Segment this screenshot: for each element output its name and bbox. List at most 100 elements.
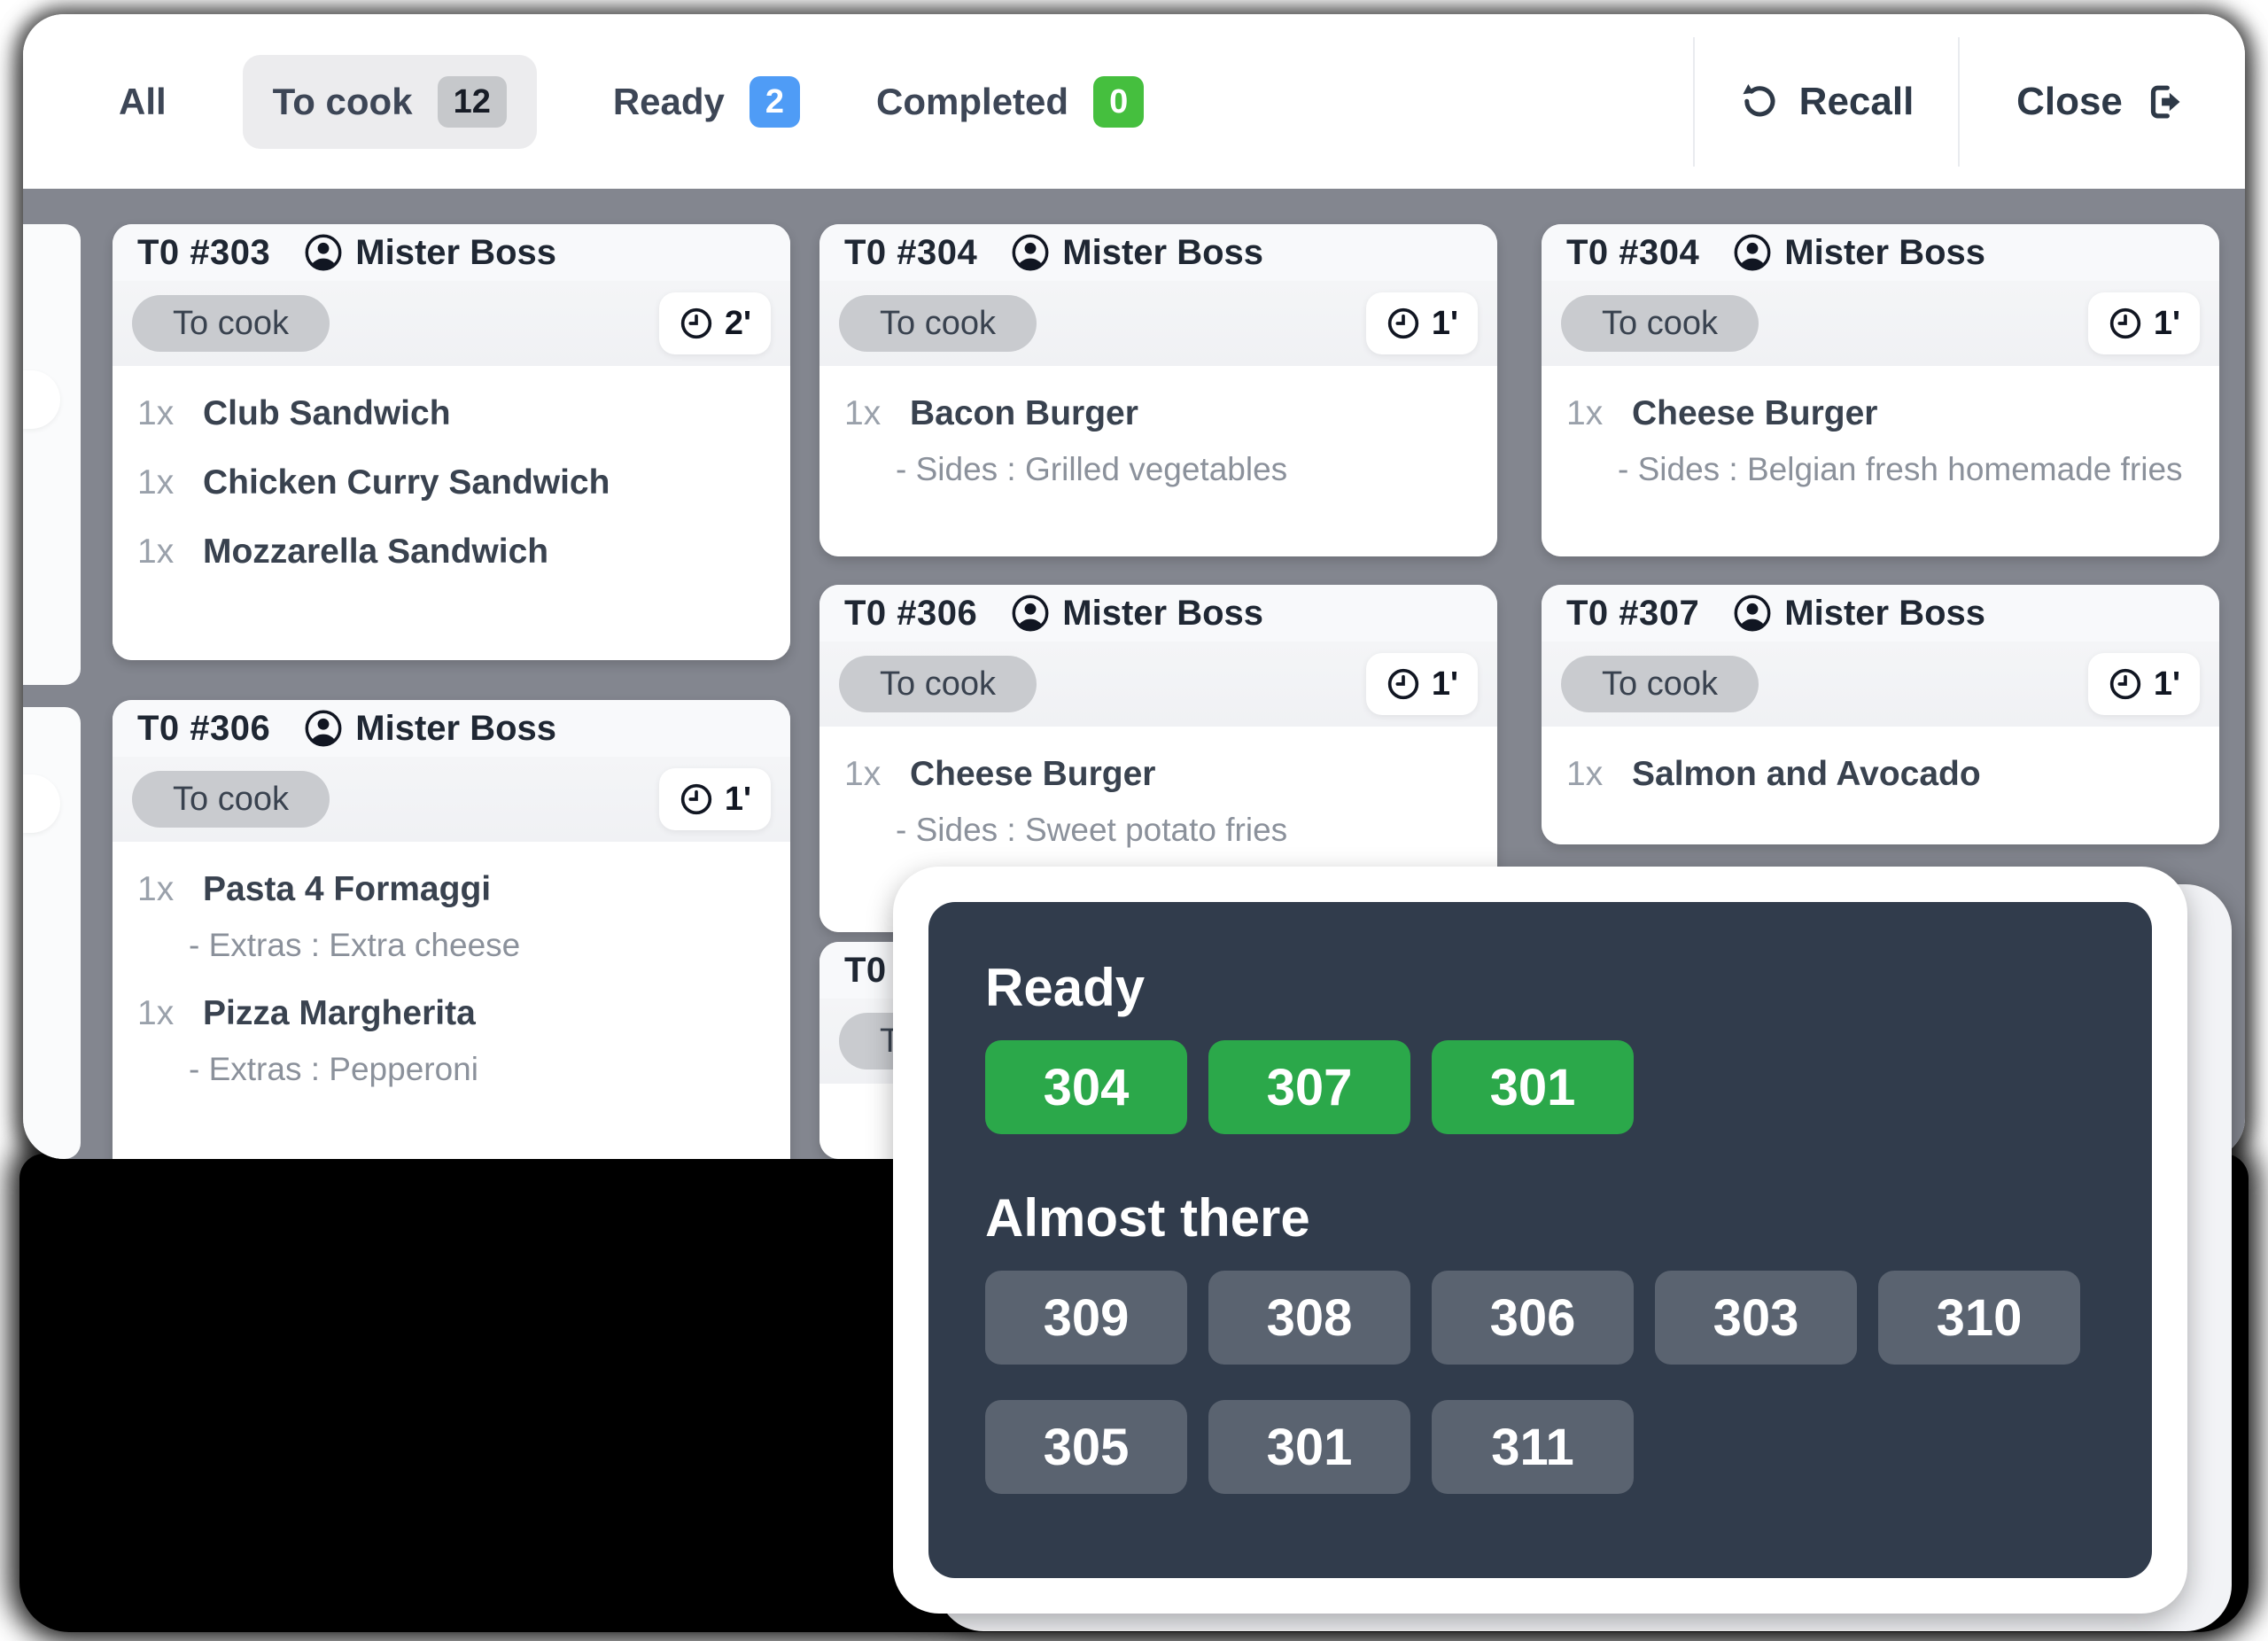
item-option: - Sides : Grilled vegetables xyxy=(896,451,1288,487)
customer-name: Mister Boss xyxy=(1062,232,1264,272)
order-item: 1x Pasta 4 Formaggi xyxy=(137,870,765,909)
card-status-row: To cook 1' xyxy=(113,757,790,842)
to-cook-count-badge: 12 xyxy=(437,75,507,128)
order-card-306-left[interactable]: T0 #306 Mister Boss To cook 1' xyxy=(113,700,790,1159)
item-name: Pasta 4 Formaggi xyxy=(203,870,492,908)
tab-ready-label: Ready xyxy=(612,80,725,122)
tab-to-cook[interactable]: To cook 12 xyxy=(242,54,537,149)
item-name: Cheese Burger xyxy=(910,755,1156,793)
topbar-divider xyxy=(1693,37,1695,167)
clock-icon xyxy=(2108,666,2143,702)
filter-tabs: All To cook 12 Ready 2 Completed 0 xyxy=(119,54,1145,149)
almost-there-order-badge: 301 xyxy=(1208,1400,1410,1494)
customer-name: Mister Boss xyxy=(1784,232,1986,272)
order-card-303[interactable]: T0 #303 Mister Boss To cook 2' xyxy=(113,224,790,660)
customer-icon xyxy=(1733,233,1772,272)
recall-label: Recall xyxy=(1798,79,1915,123)
order-item: 1x Cheese Burger xyxy=(1566,394,2194,433)
order-item: 1x Mozzarella Sandwich xyxy=(137,533,765,572)
card-items: 1x Club Sandwich 1x Chicken Curry Sandwi… xyxy=(113,366,790,660)
item-option: - Extras : Extra cheese xyxy=(189,927,521,963)
customer-icon xyxy=(1011,233,1050,272)
item-option: - Sides : Sweet potato fries xyxy=(896,812,1288,848)
card-items: 1x Pasta 4 Formaggi - Extras : Extra che… xyxy=(113,842,790,1159)
status-badge: To cook xyxy=(1561,656,1759,712)
card-header: T0 #306 Mister Boss xyxy=(113,700,790,757)
timer-chip: 1' xyxy=(658,768,771,830)
elapsed-time: 1' xyxy=(1431,665,1458,703)
clock-icon xyxy=(2108,306,2143,341)
status-badge: To cook xyxy=(839,295,1037,352)
elapsed-time: 1' xyxy=(2153,665,2180,703)
card-header: T0 #304 Mister Boss xyxy=(1542,224,2219,281)
elapsed-time: 1' xyxy=(2153,304,2180,342)
customer-icon xyxy=(1733,594,1772,633)
card-status-row: To cook 1' xyxy=(819,281,1497,366)
timer-chip: 1' xyxy=(2087,292,2200,354)
timer-chip: 2' xyxy=(658,292,771,354)
customer-name: Mister Boss xyxy=(355,232,557,272)
customer-name: Mister Boss xyxy=(1784,593,1986,633)
almost-there-order-badge: 303 xyxy=(1655,1271,1857,1365)
status-badge: To cook xyxy=(1561,295,1759,352)
card-status-row: To cook 1' xyxy=(819,642,1497,727)
item-name: Cheese Burger xyxy=(1632,394,1878,432)
almost-there-order-badge: 305 xyxy=(985,1400,1187,1494)
tab-ready[interactable]: Ready 2 xyxy=(612,75,801,128)
almost-there-order-badge: 311 xyxy=(1432,1400,1634,1494)
card-status-row: To cook 1' xyxy=(1542,281,2219,366)
timer-chip-fragment xyxy=(23,370,60,429)
timer-chip: 1' xyxy=(1365,653,1478,715)
clock-icon xyxy=(679,782,714,817)
ready-order-badge: 307 xyxy=(1208,1040,1410,1134)
order-item: 1x Club Sandwich xyxy=(137,394,765,433)
order-number: T0 #306 xyxy=(137,708,271,748)
ready-count-badge: 2 xyxy=(749,75,801,128)
order-card-304-right[interactable]: T0 #304 Mister Boss To cook 1' xyxy=(1542,224,2219,556)
order-number: T0 xyxy=(844,950,887,990)
tab-completed-label: Completed xyxy=(876,80,1069,122)
order-item: 1x Bacon Burger xyxy=(844,394,1472,433)
order-item: 1x Cheese Burger xyxy=(844,755,1472,794)
order-card-304-middle[interactable]: T0 #304 Mister Boss To cook 1' xyxy=(819,224,1497,556)
item-qty: 1x xyxy=(137,533,175,571)
status-badge: To cook xyxy=(839,656,1037,712)
order-card-307[interactable]: T0 #307 Mister Boss To cook 1' xyxy=(1542,585,2219,844)
tab-all[interactable]: All xyxy=(119,81,167,123)
customer-name: Mister Boss xyxy=(355,708,557,748)
item-qty: 1x xyxy=(137,870,175,908)
tab-completed[interactable]: Completed 0 xyxy=(876,75,1145,128)
customer-name: Mister Boss xyxy=(1062,593,1264,633)
customer-icon xyxy=(304,709,343,748)
status-badge: To cook xyxy=(132,295,330,352)
order-item: 1x Pizza Margherita xyxy=(137,994,765,1033)
card-header: T0 #303 Mister Boss xyxy=(113,224,790,281)
card-items: 1x Cheese Burger - Sides : Belgian fresh… xyxy=(1542,366,2219,556)
card-header: T0 #307 Mister Boss xyxy=(1542,585,2219,642)
tab-to-cook-label: To cook xyxy=(272,80,413,122)
sign-out-icon xyxy=(2142,80,2186,124)
elapsed-time: 1' xyxy=(1431,304,1458,342)
almost-there-order-badge: 308 xyxy=(1208,1271,1410,1365)
close-button[interactable]: Close xyxy=(1958,14,2245,189)
order-number: T0 #306 xyxy=(844,593,978,633)
almost-there-order-badge: 306 xyxy=(1432,1271,1634,1365)
item-qty: 1x xyxy=(137,994,175,1032)
ready-order-badge: 301 xyxy=(1432,1040,1634,1134)
card-header: T0 #304 Mister Boss xyxy=(819,224,1497,281)
partial-card-sliver xyxy=(23,224,81,685)
recall-button[interactable]: Recall xyxy=(1693,14,1958,189)
order-status-panel: Ready 304 307 301 Almost there 309 308 3… xyxy=(928,902,2152,1578)
item-name: Chicken Curry Sandwich xyxy=(203,463,610,502)
timer-chip: 1' xyxy=(1365,292,1478,354)
tab-all-label: All xyxy=(119,80,167,122)
recall-rotate-icon xyxy=(1737,81,1780,123)
item-qty: 1x xyxy=(1566,394,1604,432)
card-items: 1x Salmon and Avocado xyxy=(1542,727,2219,844)
order-item: 1x Chicken Curry Sandwich xyxy=(137,463,765,502)
timer-chip: 1' xyxy=(2087,653,2200,715)
top-bar: All To cook 12 Ready 2 Completed 0 xyxy=(23,14,2245,189)
almost-there-badges: 309 308 306 303 310 305 301 311 xyxy=(985,1271,2095,1494)
item-name: Mozzarella Sandwich xyxy=(203,533,549,571)
item-qty: 1x xyxy=(137,463,175,502)
